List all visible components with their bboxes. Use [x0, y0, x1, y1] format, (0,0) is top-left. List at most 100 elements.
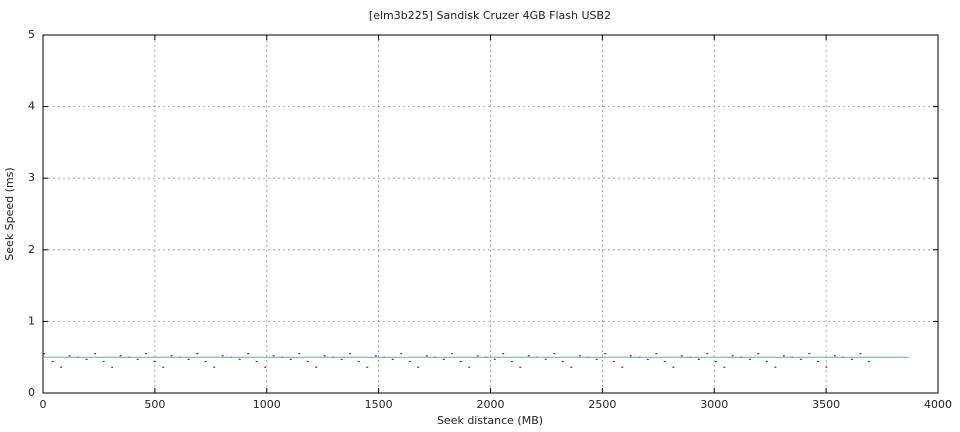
y-tick-label: 3 [28, 171, 35, 184]
scatter-point [204, 360, 207, 363]
scatter-point [519, 366, 522, 368]
scatter-point [68, 355, 71, 357]
scatter-point [731, 355, 734, 357]
scatter-point [570, 366, 573, 368]
scatter-point [247, 353, 250, 355]
scatter-point [723, 366, 726, 368]
scatter-point [349, 353, 352, 355]
scatter-point [476, 355, 479, 357]
y-tick-label: 4 [28, 100, 35, 113]
scatter-point [604, 353, 607, 355]
scatter-point [408, 360, 411, 363]
scatter-point [680, 355, 683, 357]
y-tick-label: 5 [28, 28, 35, 41]
scatter-point [578, 355, 581, 357]
x-tick-label: 0 [40, 398, 47, 411]
scatter-point [714, 360, 717, 363]
scatter-point [859, 353, 862, 355]
scatter-point [544, 358, 547, 360]
scatter-point [510, 360, 513, 363]
scatter-point [850, 358, 853, 360]
scatter-point [502, 353, 505, 355]
scatter-point [672, 366, 675, 368]
scatter-point [366, 366, 369, 368]
scatter-point [646, 358, 649, 360]
scatter-point [459, 360, 462, 363]
scatter-point [621, 366, 624, 368]
x-tick-label: 3000 [700, 398, 728, 411]
scatter-point [187, 358, 190, 360]
x-axis-label: Seek distance (MB) [437, 414, 543, 427]
scatter-point [43, 353, 46, 355]
scatter-point [400, 353, 403, 355]
scatter-point [357, 360, 360, 363]
scatter-point [825, 366, 828, 368]
scatter-point [238, 358, 241, 360]
scatter-point [612, 360, 615, 363]
scatter-point [765, 360, 768, 363]
scatter-point [306, 360, 309, 363]
scatter-point [706, 353, 709, 355]
scatter-point [833, 355, 836, 357]
scatter-point [136, 358, 139, 360]
scatter-point [867, 360, 870, 363]
x-tick-label: 1500 [365, 398, 393, 411]
scatter-point [782, 355, 785, 357]
scatter-point [196, 353, 199, 355]
scatter-point [553, 353, 556, 355]
scatter-point [94, 353, 97, 355]
scatter-point [748, 358, 751, 360]
scatter-point [51, 360, 54, 363]
scatter-point [808, 353, 811, 355]
scatter-point [757, 353, 760, 355]
scatter-point [799, 358, 802, 360]
scatter-point [221, 355, 224, 357]
scatter-point [527, 355, 530, 357]
plot-frame [42, 34, 939, 394]
scatter-point [323, 355, 326, 357]
x-tick-label: 500 [144, 398, 165, 411]
scatter-point [298, 353, 301, 355]
scatter-point [629, 355, 632, 357]
scatter-point [655, 353, 658, 355]
scatter-point [119, 355, 122, 357]
scatter-point [85, 358, 88, 360]
scatter-point [697, 358, 700, 360]
scatter-point [417, 366, 420, 368]
y-tick-label: 1 [28, 314, 35, 327]
scatter-point [561, 360, 564, 363]
scatter-point [663, 360, 666, 363]
x-tick-label: 4000 [924, 398, 952, 411]
scatter-point [340, 358, 343, 360]
scatter-point [451, 353, 454, 355]
scatter-point [425, 355, 428, 357]
scatter-point [468, 366, 471, 368]
scatter-point [264, 366, 267, 368]
scatter-point [289, 358, 292, 360]
y-tick-label: 2 [28, 243, 35, 256]
x-tick-label: 3500 [812, 398, 840, 411]
scatter-point [111, 366, 114, 368]
scatter-point [493, 358, 496, 360]
scatter-point [153, 360, 156, 363]
y-axis-label: Seek Speed (ms) [3, 167, 16, 260]
x-tick-label: 2000 [477, 398, 505, 411]
scatter-point [774, 366, 777, 368]
scatter-point [315, 366, 318, 368]
scatter-point [255, 360, 258, 363]
scatter-point [595, 358, 598, 360]
scatter-point [170, 355, 173, 357]
x-tick-label: 2500 [588, 398, 616, 411]
scatter-point [213, 366, 216, 368]
scatter-point [162, 366, 165, 368]
scatter-point [145, 353, 148, 355]
scatter-point [102, 360, 105, 363]
chart-title: [elm3b225] Sandisk Cruzer 4GB Flash USB2 [369, 9, 611, 22]
y-tick-label: 0 [28, 386, 35, 399]
scatter-point [816, 360, 819, 363]
scatter-point [442, 358, 445, 360]
x-tick-label: 1000 [253, 398, 281, 411]
